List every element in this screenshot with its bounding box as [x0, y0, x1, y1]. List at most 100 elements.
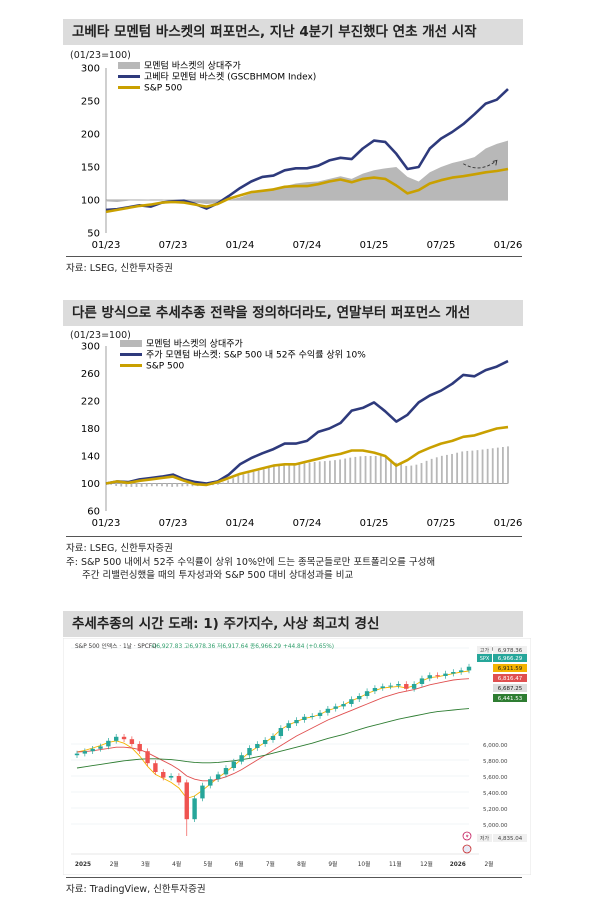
candle-body [208, 779, 213, 786]
chart1-unit-label: (01/23=100) [70, 50, 131, 61]
candle-body [411, 684, 417, 689]
x-tick-label: 01/25 [360, 240, 389, 251]
flag-event-icon [462, 844, 472, 854]
y-tick-label: 220 [81, 397, 100, 408]
candle-body [262, 740, 268, 744]
candle-body [200, 785, 205, 799]
relative-price-bar [323, 461, 326, 484]
legend-swatch [118, 86, 140, 89]
chart3-panel [63, 638, 531, 875]
legend-label: 주가 모멘텀 바스켓: S&P 500 내 52주 수익률 상위 10% [146, 349, 366, 361]
price-label-value: 6,911.59 [498, 666, 523, 672]
legend-label: 모멘텀 바스켓의 상대주가 [146, 338, 243, 350]
chart2-bottom-rule [66, 536, 522, 537]
x-tick-label: 01/23 [92, 240, 121, 251]
y-tick-label: 100 [81, 479, 100, 490]
candle-body [427, 675, 432, 679]
series-line [105, 425, 509, 487]
relative-price-bar [273, 466, 275, 484]
candle-body [325, 708, 331, 713]
relative-price-bar [155, 483, 158, 487]
relative-price-bar [222, 482, 224, 484]
candle-body [153, 763, 158, 772]
relative-price-bar [176, 483, 179, 487]
series-line [105, 359, 509, 485]
candle-body [466, 666, 472, 671]
relative-price-bar [166, 483, 168, 487]
relative-price-bar [288, 463, 291, 484]
relative-price-bar [446, 454, 448, 484]
relative-price-bar [369, 456, 372, 484]
section1-title: 고베타 모멘텀 바스켓의 퍼포먼스, 지난 4분기 부진했다 연초 개선 시작 [63, 19, 523, 45]
price-tag-label: SPX [480, 656, 490, 662]
x-tick-label: 07/25 [427, 518, 456, 529]
relative-price-bar [217, 483, 219, 485]
y-tick-label: 5,200.00 [483, 807, 508, 813]
candle-body [82, 751, 88, 754]
chart3-sp500-candlestick: 7,200.006,000.005,800.005,600.005,400.00… [63, 638, 531, 875]
chart2-source: 자료: LSEG, 신한투자증권 [66, 543, 173, 554]
relative-price-bar [242, 474, 245, 484]
y-tick-label: 6,000.00 [483, 743, 508, 749]
y-tick-label: 300 [81, 64, 100, 75]
y-tick-label: 150 [81, 163, 100, 174]
price-label-value: 6,978.36 [498, 648, 523, 654]
legend-label: 모멘텀 바스켓의 상대주가 [144, 60, 241, 72]
relative-price-bar [451, 453, 453, 484]
relative-price-bar [262, 469, 265, 484]
x-tick-label: 12월 [420, 860, 433, 868]
candle-body [121, 736, 127, 740]
relative-price-bar [171, 483, 174, 487]
x-tick-label: 01/25 [360, 518, 389, 529]
relative-price-bar [486, 448, 489, 484]
relative-price-bar [150, 483, 153, 487]
relative-price-bar [328, 460, 331, 484]
candle-body [255, 744, 260, 748]
relative-price-bar [364, 456, 367, 484]
relative-price-bar [349, 457, 352, 484]
x-tick-label: 7월 [266, 860, 275, 868]
y-tick-label: 140 [81, 452, 100, 463]
relative-price-bar [405, 465, 408, 484]
candle-body [349, 699, 354, 704]
y-tick-label: 5,000.00 [483, 823, 508, 829]
candle-body [161, 772, 166, 778]
relative-price-bar [420, 463, 423, 484]
legend-label: 고베타 모멘텀 바스켓 (GSCBHMOM Index) [144, 71, 316, 83]
relative-price-bar [425, 460, 428, 484]
candle-body [270, 736, 276, 740]
price-label-box [493, 654, 527, 662]
chart3-header: S&P 500 인덱스 · 1날 · SPCFD [75, 642, 157, 650]
relative-price-bar [481, 449, 484, 484]
candle-body [129, 739, 135, 744]
candle-body [419, 678, 425, 684]
candle-body [458, 670, 464, 672]
price-tag-box [477, 654, 492, 662]
y-tick-label: 50 [87, 229, 100, 240]
y-tick-label: 260 [81, 369, 100, 380]
relative-price-bar [476, 450, 479, 484]
relative-price-bar [267, 467, 270, 484]
legend-label: S&P 500 [144, 84, 182, 94]
relative-price-bar [471, 450, 474, 484]
relative-price-bar [247, 473, 250, 484]
candle-body [333, 706, 338, 709]
candle-body [372, 688, 378, 692]
x-tick-label: 2026 [450, 862, 466, 868]
x-tick-label: 8월 [297, 860, 306, 868]
candle-body [145, 751, 150, 764]
price-label-value: 6,966.29 [498, 656, 523, 662]
relative-price-bar [135, 483, 138, 487]
y-tick-label: 5,400.00 [483, 791, 508, 797]
relative-price-bar [120, 483, 123, 487]
chart1-bottom-rule [66, 256, 522, 257]
relative-price-bar [456, 452, 459, 484]
lightning-event-glyph [465, 833, 469, 840]
legend-swatch [120, 364, 142, 367]
price-label-value: 6,441.53 [498, 696, 523, 702]
candle-body [310, 716, 315, 717]
chart2-note-line1: 주: S&P 500 내에서 52주 수익률이 상위 10%안에 드는 종목군들… [66, 557, 436, 568]
relative-price-bar [374, 456, 377, 484]
price-tag-box [477, 834, 492, 842]
